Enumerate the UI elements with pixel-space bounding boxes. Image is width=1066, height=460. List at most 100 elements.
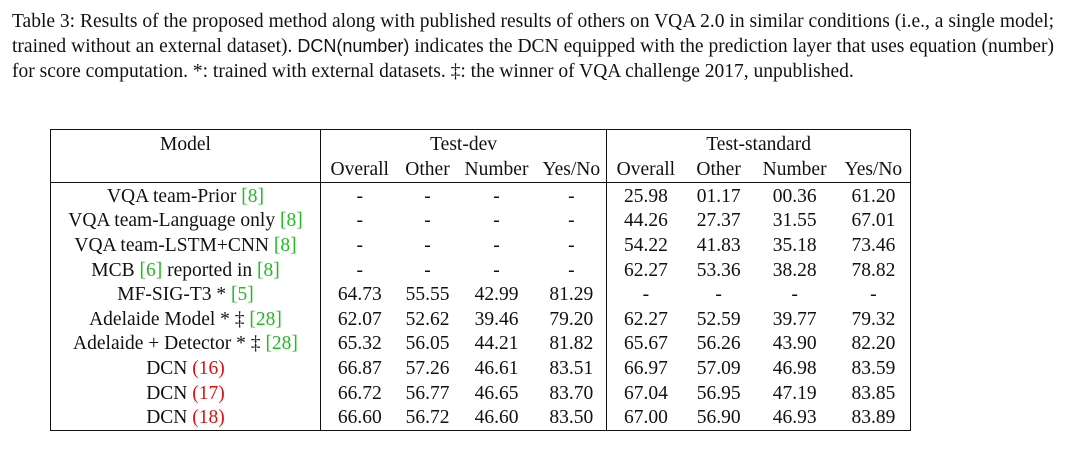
citation-link[interactable]: [8] (257, 259, 280, 281)
cell-number-std: 38.28 (772, 259, 817, 281)
cell-yesno-std: - (870, 284, 877, 306)
cell-number-std: 46.98 (772, 357, 817, 379)
table-row: MCB [6] reported in [8] - - - -62.27 53.36 38.… (50, 257, 911, 283)
table-row: DCN (17) 66.72 56.77 46.65 83.70 67.04 56.95 47… (50, 380, 911, 406)
model-name: DCN (146, 407, 193, 429)
model-cell: VQA team-Language only [8] (50, 208, 321, 234)
cell-other-dev: 56.72 (405, 407, 450, 429)
cell-yesno-dev: 79.20 (536, 306, 608, 332)
header-test-dev: Test-dev (320, 129, 608, 156)
equation-link[interactable]: (18) (192, 407, 225, 429)
cell-number-std: 31.55 (772, 210, 817, 232)
cell-other-dev: - (424, 234, 431, 256)
table-row: VQA team-Language only [8] - - - -44.26 27.37… (50, 208, 911, 234)
cell-other-std: 52.59 (696, 308, 741, 330)
citation-link[interactable]: [8] (241, 185, 265, 207)
cell-other-std: 56.26 (696, 333, 741, 355)
caption-dcn-label: DCN(number) (297, 36, 410, 57)
header-test-standard: Test-standard (706, 133, 811, 155)
header-sub-yesno-dev: Yes/No (536, 156, 608, 183)
table-row: DCN (16) 66.87 57.26 46.61 83.51 66.97 57.09 46… (50, 356, 911, 381)
cell-overall-std: 67.04 (623, 382, 668, 404)
citation-link[interactable]: [5] (231, 284, 254, 306)
cell-number-dev: - (493, 259, 500, 281)
table-row: Adelaide + Detector * ‡ [28] 65.32 56.05 44… (50, 331, 911, 357)
header-sub-other-dev: Other (398, 156, 457, 183)
table-row: MF-SIG-T3 * [5] 64.73 55.55 42.99 81.29 - - - - (50, 282, 911, 307)
cell-number-dev: 46.65 (474, 382, 519, 404)
citation-link[interactable]: [6] (139, 259, 163, 281)
cell-other-std: 41.83 (696, 234, 741, 256)
model-name: MCB (91, 259, 140, 281)
cell-overall-dev: 66.72 (337, 382, 382, 404)
cell-yesno-dev: - (536, 233, 608, 258)
cell-other-dev: 57.26 (405, 357, 450, 379)
cell-yesno-std: 83.85 (851, 382, 896, 404)
header-sub-overall-std: Overall (606, 156, 685, 183)
cell-other-dev: 55.55 (405, 284, 450, 306)
cell-other-std: 53.36 (696, 259, 741, 281)
equation-link[interactable]: (16) (192, 357, 225, 379)
model-suffix: reported in (162, 259, 257, 281)
cell-overall-std: - (642, 284, 650, 306)
cell-number-dev: 44.21 (474, 333, 519, 355)
cell-yesno-dev: 81.82 (536, 331, 608, 357)
cell-overall-std: 44.26 (623, 210, 668, 232)
model-cell: MCB [6] reported in [8] (50, 257, 321, 283)
citation-link[interactable]: [28] (265, 333, 298, 355)
model-name: DCN (146, 357, 193, 379)
header-row-groups: Model Test-dev Test-standard (50, 129, 911, 156)
table-row: DCN (18) 66.60 56.72 46.60 83.50 67.00 56.90 46… (50, 405, 911, 431)
cell-other-std: 56.90 (696, 407, 741, 429)
citation-link[interactable]: [28] (249, 308, 282, 330)
header-sub-overall-dev: Overall (320, 156, 399, 183)
model-cell: Adelaide + Detector * ‡ [28] (50, 331, 321, 357)
cell-number-dev: 46.60 (474, 407, 519, 429)
citation-link[interactable]: [8] (279, 210, 303, 232)
cell-other-dev: - (424, 185, 431, 207)
cell-number-dev: 39.46 (474, 308, 519, 330)
table-header: Model Test-dev Test-standard Overall Oth… (50, 129, 911, 183)
cell-overall-dev: 65.32 (337, 333, 382, 355)
cell-number-dev: - (493, 210, 500, 232)
model-cell: MF-SIG-T3 * [5] (50, 282, 321, 307)
cell-overall-dev: 62.07 (337, 308, 382, 330)
cell-overall-std: 62.27 (623, 259, 668, 281)
cell-other-dev: - (424, 210, 431, 232)
model-cell: DCN (18) (50, 405, 321, 431)
table-body: VQA team-Prior [8] - - - -25.98 01.17 00.36 61.… (50, 182, 911, 431)
equation-link[interactable]: (17) (192, 382, 225, 404)
cell-overall-dev: - (356, 259, 364, 281)
caption-part1: Table 3: Results of the proposed method … (12, 11, 1054, 58)
cell-yesno-dev: 83.70 (536, 380, 608, 406)
cell-overall-dev: - (356, 185, 364, 207)
cell-yesno-std: 83.59 (851, 357, 896, 379)
model-name: VQA team-Language only (68, 210, 280, 232)
citation-link[interactable]: [8] (273, 234, 297, 256)
cell-yesno-dev: - (536, 208, 608, 234)
model-name: VQA team-LSTM+CNN (74, 234, 274, 256)
cell-number-std: 35.18 (772, 234, 817, 256)
cell-number-dev: - (493, 185, 500, 207)
cell-number-dev: 42.99 (474, 284, 519, 306)
cell-yesno-std: 73.46 (851, 234, 896, 256)
cell-yesno-dev: 81.29 (536, 282, 608, 307)
cell-yesno-dev: - (536, 257, 608, 283)
header-sub-number-std: Number (752, 156, 837, 183)
cell-number-std: 47.19 (772, 382, 817, 404)
model-name: DCN (146, 382, 193, 404)
header-sub-number-dev: Number (456, 156, 537, 183)
cell-yesno-std: 78.82 (851, 259, 896, 281)
cell-yesno-std: 82.20 (851, 333, 896, 355)
cell-yesno-dev: 83.50 (536, 405, 608, 431)
results-table: Model Test-dev Test-standard Overall Oth… (50, 129, 912, 431)
cell-other-dev: 56.05 (405, 333, 450, 355)
cell-other-dev: 56.77 (405, 382, 450, 404)
model-name: Adelaide + Detector * ‡ (73, 333, 266, 355)
cell-number-std: 43.90 (772, 333, 817, 355)
model-cell: DCN (16) (50, 356, 321, 381)
cell-overall-std: 66.97 (623, 357, 668, 379)
cell-overall-std: 65.67 (623, 333, 668, 355)
table-row: VQA team-Prior [8] - - - -25.98 01.17 00.36 61.… (50, 182, 911, 209)
model-name: Adelaide Model * ‡ (89, 308, 250, 330)
